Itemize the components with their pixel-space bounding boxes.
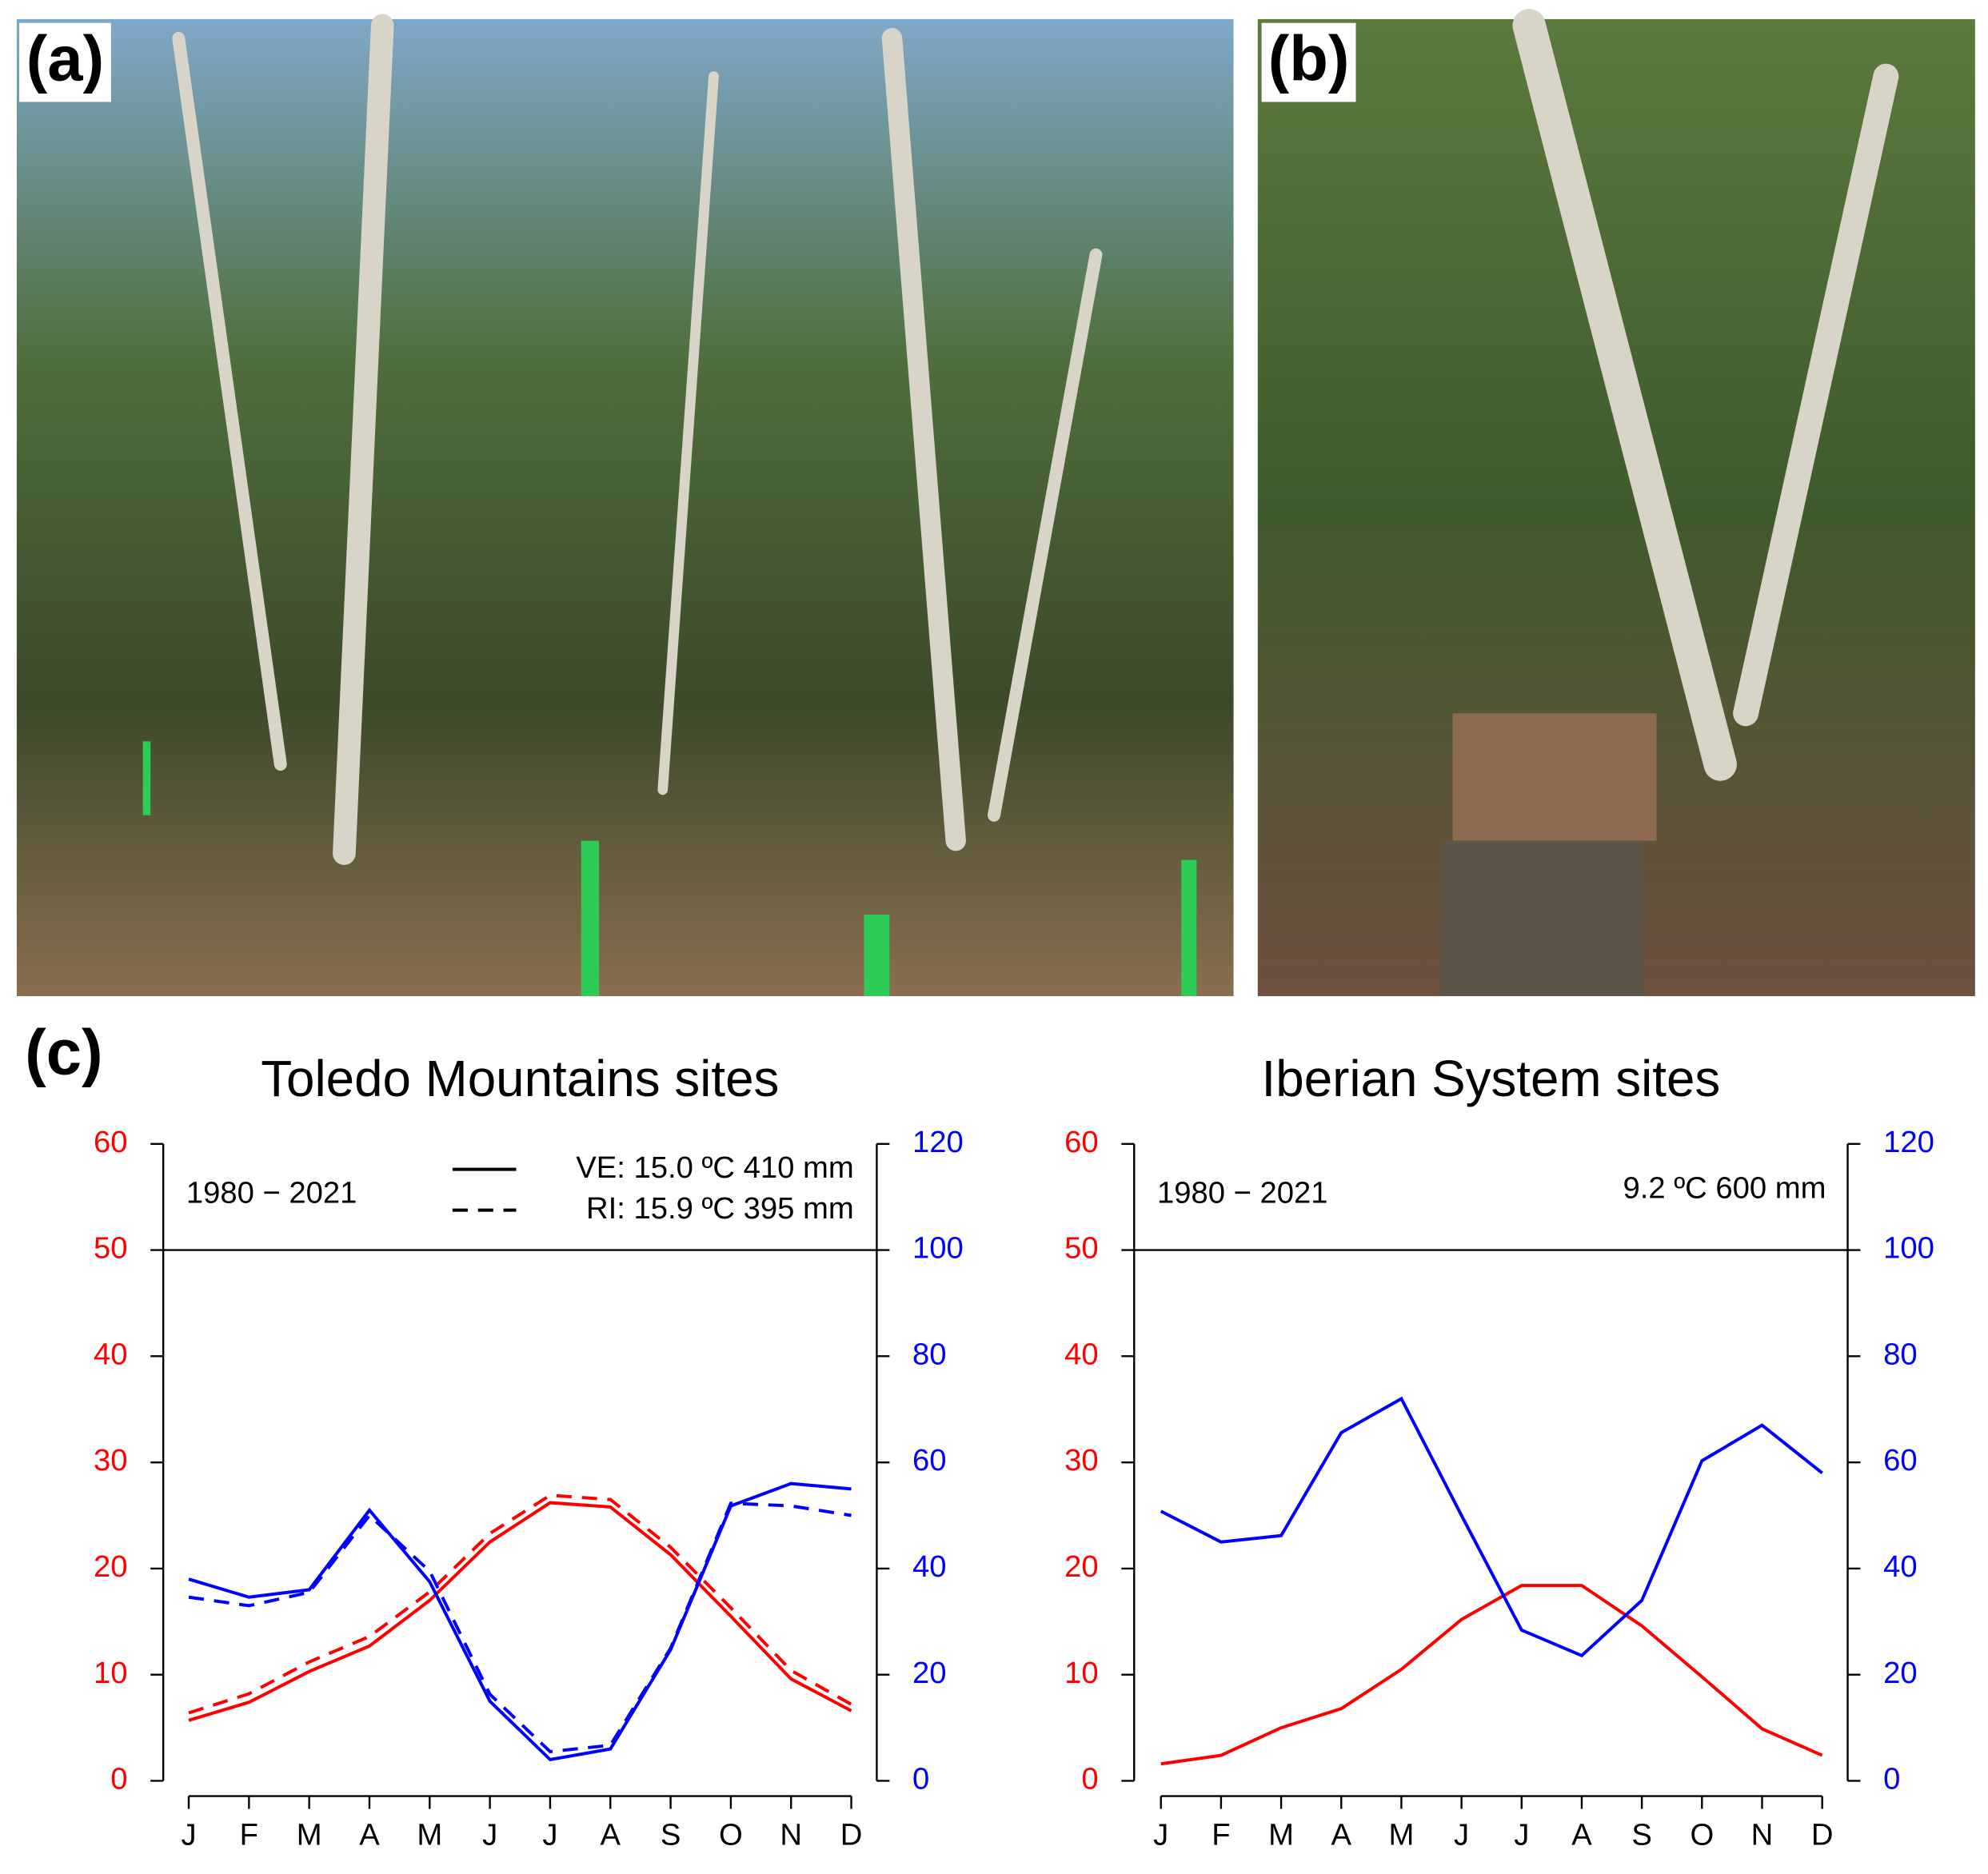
y-tick-label: 60 xyxy=(1064,1125,1099,1159)
annotation: 9.2 ºC 600 mm xyxy=(1623,1170,1826,1205)
data-line xyxy=(188,1501,852,1754)
y-tick-label: 30 xyxy=(1064,1443,1099,1477)
y-tick-label: 40 xyxy=(1064,1337,1099,1371)
y2-tick-label: 0 xyxy=(1883,1762,1900,1796)
x-tick-label: J xyxy=(1514,1818,1529,1852)
x-tick-label: O xyxy=(1690,1818,1714,1852)
x-tick-label: N xyxy=(780,1818,802,1852)
y2-tick-label: 120 xyxy=(1883,1125,1934,1159)
photo-b-rocks xyxy=(1452,713,1657,841)
x-tick-label: J xyxy=(542,1818,557,1852)
y2-tick-label: 100 xyxy=(912,1231,964,1266)
photo-a xyxy=(16,18,1234,996)
x-tick-label: J xyxy=(1454,1818,1469,1852)
x-tick-label: J xyxy=(1153,1818,1168,1852)
period: 1980 − 2021 xyxy=(1157,1176,1328,1210)
x-tick-label: A xyxy=(359,1818,380,1852)
x-tick-label: N xyxy=(1751,1818,1774,1852)
photo-a-tubes xyxy=(142,741,1197,996)
chart-title: Toledo Mountains sites xyxy=(261,1050,779,1107)
y2-tick-label: 80 xyxy=(912,1337,947,1371)
x-tick-label: D xyxy=(840,1818,863,1852)
x-tick-label: A xyxy=(601,1818,621,1852)
y2-tick-label: 20 xyxy=(1883,1656,1918,1690)
x-tick-label: O xyxy=(719,1818,743,1852)
y-tick-label: 0 xyxy=(110,1762,127,1796)
x-tick-label: F xyxy=(1212,1818,1230,1852)
x-tick-label: J xyxy=(181,1818,196,1852)
y2-tick-label: 20 xyxy=(912,1656,947,1690)
legend-label: VE: 15.0 ºC 410 mm xyxy=(576,1150,853,1185)
y2-tick-label: 60 xyxy=(1883,1443,1918,1477)
label-bg xyxy=(1261,22,1356,102)
x-tick-label: S xyxy=(661,1818,681,1852)
y-tick-label: 40 xyxy=(94,1337,128,1371)
label-bg xyxy=(19,22,111,102)
photo-a-trees xyxy=(172,14,1103,865)
chart-title: Iberian System sites xyxy=(1262,1050,1721,1107)
y-tick-label: 20 xyxy=(94,1549,128,1584)
y-tick-label: 50 xyxy=(1064,1231,1099,1266)
panel-label: (a) xyxy=(26,23,104,94)
x-tick-label: M xyxy=(297,1818,322,1852)
period: 1980 − 2021 xyxy=(186,1176,357,1210)
x-tick-label: J xyxy=(482,1818,497,1852)
data-line xyxy=(188,1493,852,1715)
y-tick-label: 0 xyxy=(1081,1762,1098,1796)
photo-b-stream xyxy=(1439,840,1644,996)
data-line xyxy=(1160,1396,1823,1658)
data-line xyxy=(188,1501,852,1722)
y-tick-label: 50 xyxy=(94,1231,128,1266)
y-tick-label: 10 xyxy=(1064,1656,1099,1690)
y-tick-label: 30 xyxy=(94,1443,128,1477)
y2-tick-label: 120 xyxy=(912,1125,964,1159)
x-tick-label: M xyxy=(417,1818,442,1852)
panel-label: (b) xyxy=(1268,23,1350,94)
x-tick-label: M xyxy=(1268,1818,1294,1852)
panel-label: (c) xyxy=(25,1017,102,1088)
x-tick-label: M xyxy=(1389,1818,1415,1852)
data-line xyxy=(188,1481,852,1762)
y-tick-label: 60 xyxy=(94,1125,128,1159)
y2-tick-label: 40 xyxy=(912,1549,947,1584)
legend-label: RI: 15.9 ºC 395 mm xyxy=(586,1191,854,1226)
y2-tick-label: 40 xyxy=(1883,1549,1918,1584)
x-tick-label: S xyxy=(1631,1818,1651,1852)
photo-b-trees xyxy=(1512,9,1899,781)
y2-tick-label: 0 xyxy=(912,1762,929,1796)
x-tick-label: A xyxy=(1331,1818,1352,1852)
y2-tick-label: 80 xyxy=(1883,1337,1918,1371)
x-tick-label: F xyxy=(240,1818,258,1852)
x-tick-label: D xyxy=(1811,1818,1834,1852)
y2-tick-label: 60 xyxy=(912,1443,947,1477)
y2-tick-label: 100 xyxy=(1883,1231,1934,1266)
y-tick-label: 20 xyxy=(1064,1549,1099,1584)
data-line xyxy=(1160,1584,1823,1766)
x-tick-label: A xyxy=(1571,1818,1592,1852)
y-tick-label: 10 xyxy=(94,1656,128,1690)
